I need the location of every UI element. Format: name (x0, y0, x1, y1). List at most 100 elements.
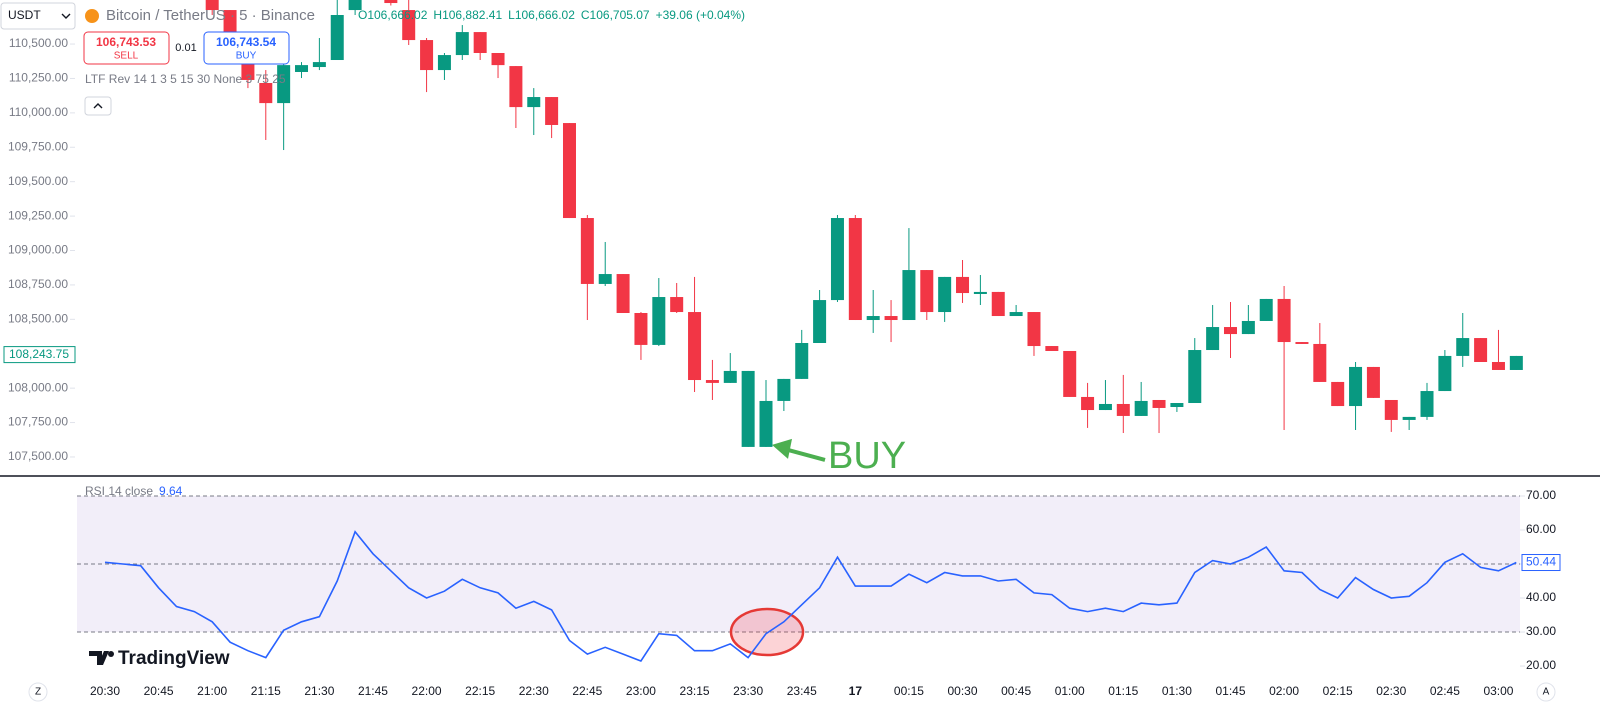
candle-body (473, 32, 487, 53)
candle-body (902, 270, 916, 321)
y-tick-label: 107,500.00 (8, 449, 68, 463)
candle-body (670, 297, 684, 313)
corner-button[interactable] (1536, 682, 1556, 702)
symbol-select[interactable] (0, 2, 76, 30)
sell-button[interactable] (83, 31, 170, 65)
candle-body (956, 276, 970, 294)
logo-icon (89, 651, 109, 665)
candle-body (1420, 391, 1434, 417)
candle-body (795, 343, 809, 379)
quantity: 0.01 (175, 42, 196, 54)
candle-body (688, 312, 702, 381)
x-tick-label: 22:45 (572, 684, 602, 698)
legend-entry: RSI 14 close (85, 484, 153, 498)
candle-body (1098, 403, 1112, 411)
candle-body (277, 65, 291, 104)
chevron (93, 103, 103, 109)
annotation-arrowhead (772, 438, 793, 459)
candle-body (1009, 312, 1023, 317)
x-tick-label: 21:30 (304, 684, 334, 698)
candle-body (1116, 403, 1130, 416)
corner-button[interactable] (28, 682, 48, 702)
candle-body (884, 316, 898, 321)
candle-body (830, 218, 844, 301)
candle-body (1045, 346, 1059, 351)
candle-body (1206, 327, 1220, 351)
x-tick-label: 22:00 (412, 684, 442, 698)
candle-body (973, 291, 987, 295)
candle-body (330, 15, 344, 61)
y-tick-label: 109,000.00 (8, 243, 68, 257)
chevron (61, 13, 71, 19)
candle-body (1277, 298, 1291, 343)
candle-body (295, 65, 309, 72)
rsi-pane (77, 495, 1520, 633)
candle-body (598, 274, 612, 284)
candle-body (866, 316, 880, 321)
ohlc-value: +39.06 (+0.04%) (656, 8, 745, 22)
x-tick-label: 21:15 (251, 684, 281, 698)
symbol-title: Bitcoin / TetherUS · 5 · Binance (106, 7, 315, 24)
candle-body (848, 218, 862, 321)
sell-label: SELL (114, 51, 139, 62)
x-tick-label: 02:15 (1323, 684, 1353, 698)
candle-body (813, 300, 827, 344)
y-tick-label: 108,750.00 (8, 277, 68, 291)
y-tick-label: 110,500.00 (9, 36, 68, 50)
coin-icon (85, 9, 99, 23)
candle-body (420, 40, 434, 71)
y-tick-label: 30.00 (1526, 624, 1556, 638)
candle-body (527, 97, 541, 108)
candle-body (741, 370, 755, 447)
x-tick-label: 02:30 (1376, 684, 1406, 698)
candle-body (205, 0, 219, 11)
corner-label: A (1543, 687, 1550, 698)
indicator-legend: LTF Rev 14 1 3 5 15 30 None 3 75 25 (85, 72, 286, 86)
collapse-button[interactable] (84, 96, 112, 116)
x-tick-label: 23:15 (680, 684, 710, 698)
rsi-line (104, 530, 1517, 662)
candle-body (634, 312, 648, 345)
candle-body (938, 276, 952, 313)
y-tick-label: 109,250.00 (8, 208, 68, 222)
y-tick-label: 40.00 (1526, 590, 1556, 604)
price-label: 108,243.75 (9, 347, 69, 361)
x-tick-label: 17 (849, 684, 863, 698)
candle-body (1188, 350, 1202, 404)
y-tick-label: 109,750.00 (8, 139, 68, 153)
x-tick-label: 01:30 (1162, 684, 1192, 698)
candle-body (1491, 361, 1505, 370)
candle-body (1366, 366, 1380, 398)
candle-body (580, 218, 594, 284)
x-tick-label: 22:30 (519, 684, 549, 698)
x-tick-label: 23:45 (787, 684, 817, 698)
candle-body (616, 274, 630, 313)
candle-body (1241, 320, 1255, 335)
y-tick-label: 110,000.00 (9, 105, 68, 119)
y-tick-label: 109,500.00 (8, 174, 68, 188)
buy-price: 106,743.54 (216, 35, 276, 49)
x-tick-label: 01:00 (1055, 684, 1085, 698)
candle-body (991, 291, 1005, 317)
candle-body (759, 400, 773, 447)
buy-button[interactable] (203, 31, 290, 65)
candle-body (777, 378, 791, 401)
x-tick-label: 23:30 (733, 684, 763, 698)
candle-body (1331, 381, 1345, 407)
candle-body (1509, 355, 1523, 370)
candle-body (1027, 312, 1041, 347)
logo-icon (108, 651, 114, 657)
candle-body (1170, 403, 1184, 408)
candle-body (652, 297, 666, 345)
highlight-circle (729, 607, 805, 657)
y-tick-label: 108,000.00 (8, 380, 68, 394)
x-tick-label: 01:45 (1215, 684, 1245, 698)
candle-body (1349, 366, 1363, 407)
ohlc-value: O106,666.02 (358, 8, 428, 22)
candle-body (1063, 350, 1077, 397)
x-tick-label: 00:45 (1001, 684, 1031, 698)
annotation-arrow (787, 447, 826, 462)
x-tick-label: 20:45 (144, 684, 174, 698)
last-value-box (1521, 554, 1561, 572)
sell-price: 106,743.53 (96, 35, 156, 49)
